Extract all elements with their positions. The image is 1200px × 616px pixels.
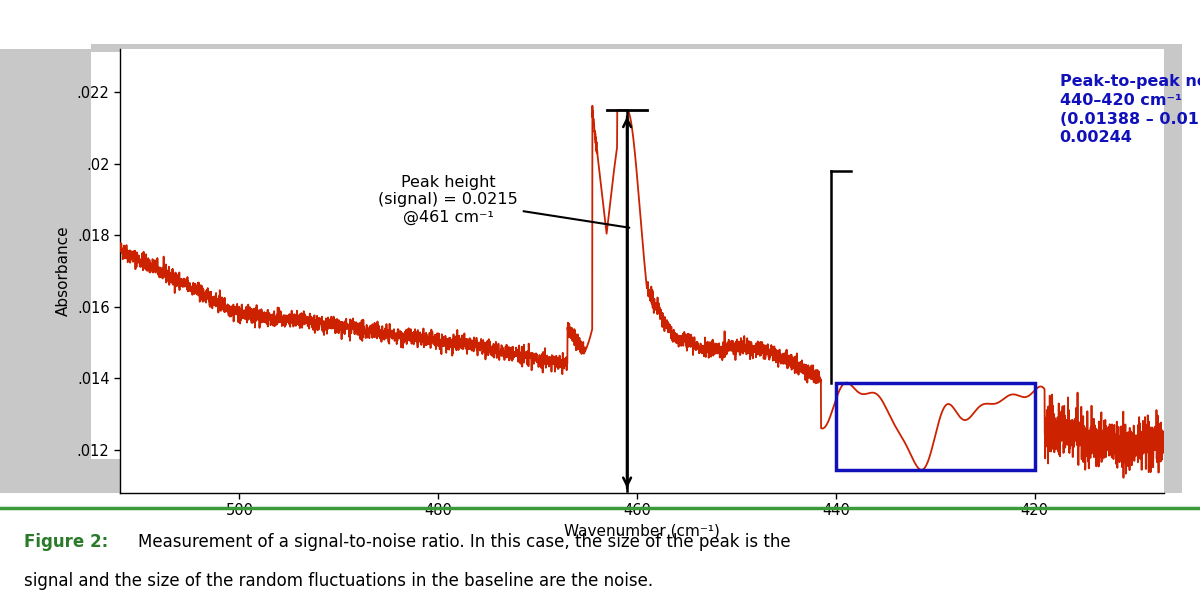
Text: Measurement of a signal-to-noise ratio. In this case, the size of the peak is th: Measurement of a signal-to-noise ratio. … (138, 533, 791, 551)
Text: Figure 2:: Figure 2: (24, 533, 108, 551)
Text: signal and the size of the random fluctuations in the baseline are the noise.: signal and the size of the random fluctu… (24, 572, 653, 590)
Y-axis label: Absorbance: Absorbance (56, 225, 71, 317)
Bar (836, 383, 1034, 470)
Text: Peak-to-peak noise @
440–420 cm⁻¹
(0.01388 – 0.01144) =
0.00244: Peak-to-peak noise @ 440–420 cm⁻¹ (0.013… (1060, 75, 1200, 145)
X-axis label: Wavenumber (cm⁻¹): Wavenumber (cm⁻¹) (564, 524, 720, 539)
Text: Peak height
(signal) = 0.0215
@461 cm⁻¹: Peak height (signal) = 0.0215 @461 cm⁻¹ (378, 174, 629, 228)
